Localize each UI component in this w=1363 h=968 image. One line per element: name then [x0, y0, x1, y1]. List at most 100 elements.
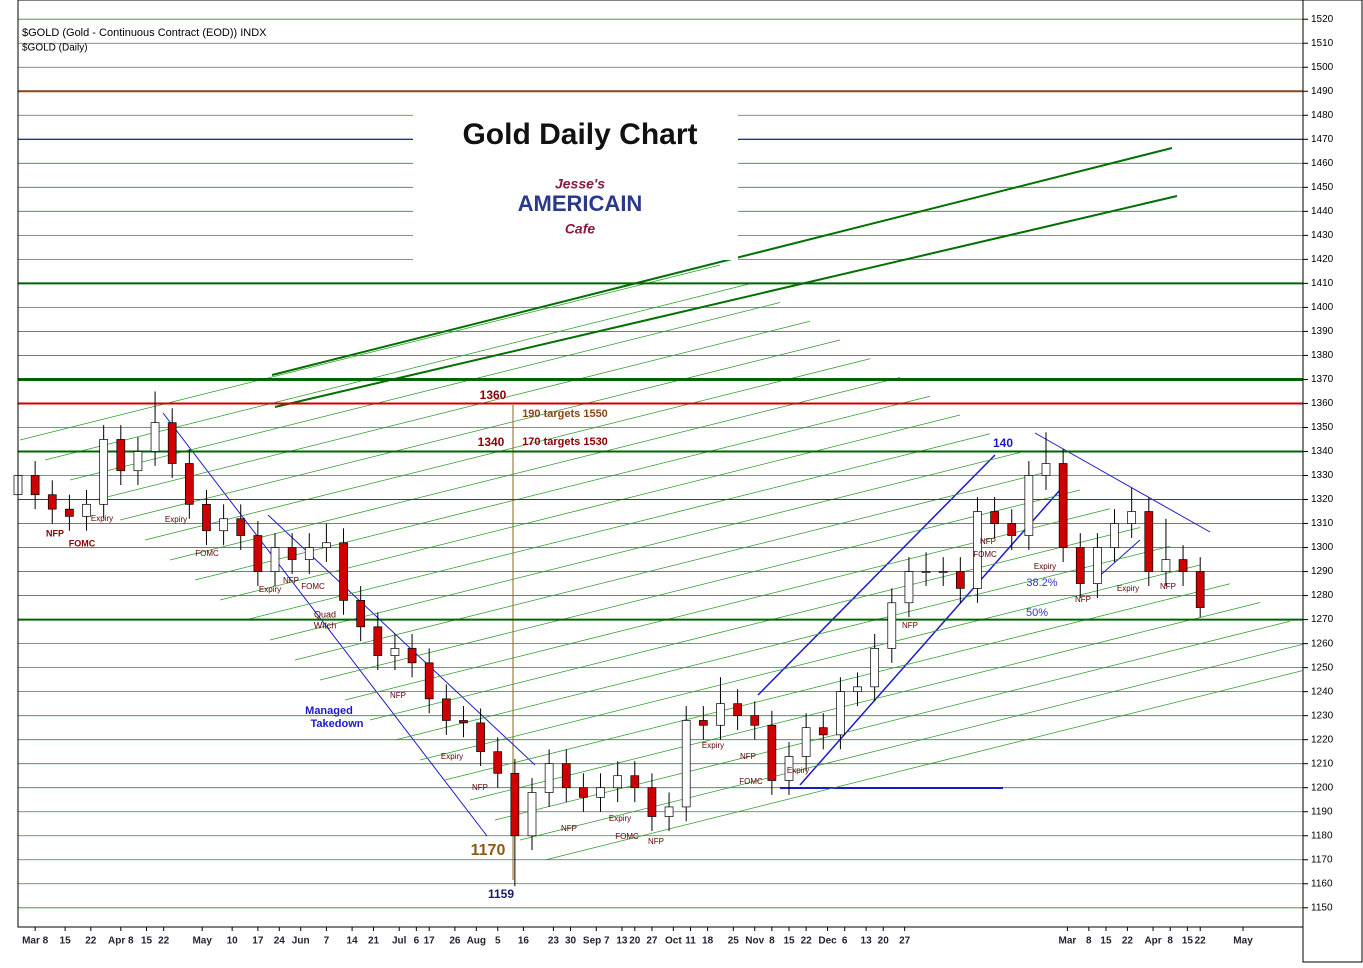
candle-body [184, 463, 194, 505]
trend-line [544, 658, 1351, 861]
y-tick-label: 1210 [1311, 758, 1334, 769]
candle-body [784, 756, 794, 781]
annotation: NFP [46, 528, 64, 538]
y-tick-label: 1470 [1311, 134, 1334, 145]
annotation: NFP [390, 691, 406, 700]
y-tick-label: 1500 [1311, 62, 1334, 73]
y-tick-label: 1180 [1311, 830, 1333, 841]
candle-body [441, 698, 451, 721]
annotation: 1159 [488, 887, 514, 901]
candle-body [904, 571, 914, 604]
candle-body [938, 571, 948, 573]
x-tick-label: 8 [1167, 936, 1173, 947]
candle-body [767, 724, 777, 781]
trend-line [119, 339, 841, 521]
x-tick-label: Oct [665, 936, 682, 947]
candle-body [579, 787, 588, 798]
candle-body [664, 806, 674, 817]
annotation: Expiry [165, 515, 187, 524]
annotation: Expiry [91, 514, 113, 523]
candle-body [1093, 547, 1102, 584]
candle-body [544, 763, 554, 793]
annotation: Takedown [311, 718, 364, 730]
x-tick-label: Jun [292, 936, 310, 947]
candle-body [681, 720, 691, 808]
y-tick-label: 1310 [1311, 518, 1334, 529]
annotation: 1170 [471, 842, 506, 859]
annotation: 190 targets 1550 [522, 408, 608, 420]
annotation: NFP [740, 752, 756, 761]
y-tick-label: 1240 [1311, 686, 1334, 697]
trend-line [469, 602, 1261, 801]
y-tick-label: 1370 [1311, 374, 1334, 385]
trend-line [274, 195, 1178, 408]
x-tick-label: 18 [702, 936, 714, 947]
x-tick-label: 6 [842, 936, 848, 947]
x-tick-label: Dec [818, 936, 837, 947]
annotation: FOMC [973, 550, 997, 559]
annotation: Expiry [609, 814, 631, 823]
annotation: NFP [472, 783, 488, 792]
candle-body [219, 518, 228, 532]
x-tick-label: 27 [899, 936, 911, 947]
subheader: $GOLD (Daily) [22, 43, 88, 54]
candle-body [1007, 523, 1017, 536]
x-tick-label: 16 [518, 936, 530, 947]
x-tick-label: 8 [1086, 936, 1092, 947]
trend-line [494, 620, 1291, 821]
logo: Jesse's AMERICAIN Cafe [518, 176, 643, 237]
candle-body [630, 775, 640, 789]
logo-text: Jesse's [555, 176, 605, 192]
candle-body [887, 602, 897, 649]
annotation: NFP [902, 621, 918, 630]
candle-body [1195, 571, 1205, 608]
annotation: Managed [305, 705, 353, 717]
annotation: FOMC [739, 777, 763, 786]
candle-body [390, 648, 400, 656]
trend-line [369, 527, 1141, 721]
y-tick-label: 1220 [1311, 734, 1334, 745]
trend-line [394, 545, 1171, 741]
candle-body [150, 422, 160, 452]
candle-body [236, 518, 246, 536]
x-tick-label: 30 [565, 936, 577, 947]
candle-body [304, 547, 314, 560]
candle-body [1075, 547, 1085, 584]
x-tick-label: 20 [629, 936, 641, 947]
y-axis-panel [1302, 0, 1363, 963]
x-tick-label: 26 [449, 936, 461, 947]
x-tick-label: 7 [324, 936, 330, 947]
trend-line [271, 147, 1173, 376]
annotation: Expiry [1034, 562, 1056, 571]
candle-body [270, 547, 280, 572]
header: $GOLD (Gold - Continuous Contract (EOD))… [22, 27, 267, 39]
x-tick-label: Apr [1144, 936, 1161, 947]
x-tick-label: May [1233, 936, 1253, 947]
y-tick-label: 1270 [1311, 614, 1334, 625]
trend-line [194, 395, 931, 581]
annotation: NFP [561, 824, 577, 833]
trend-line [69, 302, 781, 481]
y-tick-label: 1330 [1311, 470, 1334, 481]
candle-body [424, 662, 434, 700]
candle-body [493, 751, 503, 774]
x-tick-label: 6 [414, 936, 420, 947]
y-tick-label: 1390 [1311, 326, 1334, 337]
x-tick-label: 15 [783, 936, 795, 947]
x-tick-label: Mar 8 [22, 936, 49, 947]
candle-body [750, 715, 760, 726]
candle-body [1041, 463, 1051, 476]
y-tick-label: 1230 [1311, 710, 1334, 721]
candle-body [1058, 463, 1068, 548]
annotation: NFP [648, 837, 664, 846]
x-tick-label: 17 [424, 936, 436, 947]
y-tick-label: 1170 [1311, 854, 1333, 865]
y-tick-label: 1280 [1311, 590, 1334, 601]
x-tick-label: 22 [85, 936, 97, 947]
trend-line [244, 433, 991, 621]
y-tick-label: 1520 [1311, 14, 1334, 25]
candle-body [476, 722, 485, 753]
y-tick-label: 1160 [1311, 878, 1333, 889]
annotation: Expiry [702, 741, 724, 750]
x-tick-label: 15 [1100, 936, 1112, 947]
